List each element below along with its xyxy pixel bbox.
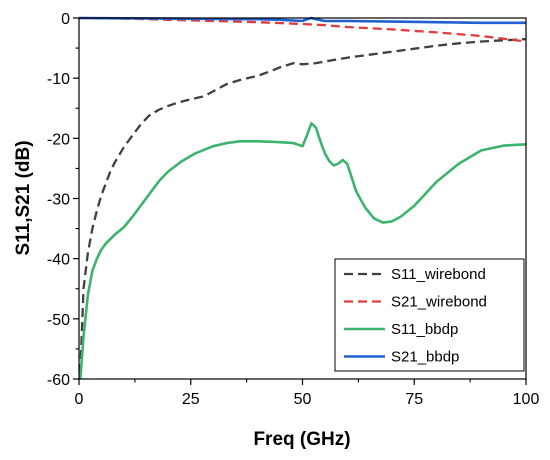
y-tick-label: -60 (47, 372, 70, 389)
legend-label: S11_wirebond (391, 266, 486, 283)
x-tick-label: 0 (75, 391, 84, 408)
x-axis-title: Freq (GHz) (253, 429, 350, 450)
x-tick-label: 50 (294, 391, 312, 408)
axes: 0 25 50 75 100 0 -10 -20 -30 -40 -50 -60 (47, 11, 540, 408)
y-tick-label: -40 (47, 252, 70, 269)
legend-label: S21_wirebond (391, 294, 487, 311)
y-tick-label: -30 (47, 192, 70, 209)
y-tick-label: -50 (47, 312, 70, 329)
y-axis-title: S11,S21 (dB) (13, 140, 34, 255)
y-tick-label: -20 (47, 131, 70, 148)
series-line-s11-wirebond (79, 37, 526, 374)
x-tick-label: 25 (182, 391, 200, 408)
x-tick-label: 75 (405, 391, 423, 408)
legend-box (334, 258, 525, 372)
y-tick-label: -10 (47, 71, 70, 88)
series-line-s21-wirebond (79, 16, 526, 43)
legend-label: S11_bbdp (391, 321, 458, 338)
series-line-s21-bbdp (79, 16, 526, 25)
x-tick-label: 100 (513, 391, 540, 408)
legend: S11_wirebond S21_wirebond S11_bbdp S21_bbdp (334, 258, 525, 372)
y-tick-label: 0 (61, 11, 70, 28)
series-line-s11-bbdp (79, 122, 526, 379)
legend-label: S21_bbdp (391, 349, 459, 366)
